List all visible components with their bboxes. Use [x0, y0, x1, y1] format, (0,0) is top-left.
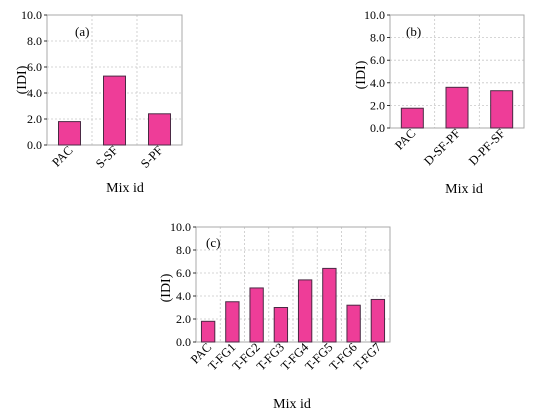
y-tick-label: 2.0 [27, 112, 42, 126]
y-tick-label: 8.0 [176, 243, 191, 257]
bar-pac [200, 320, 216, 343]
y-tick-label: 8.0 [27, 34, 42, 48]
y-tick-label: 0.0 [176, 335, 191, 349]
y-tick-label: 10.0 [364, 8, 385, 22]
panel-label: (a) [75, 24, 89, 39]
y-tick-label: 2.0 [176, 312, 191, 326]
y-tick-label: 6.0 [370, 53, 385, 67]
chart-panel-1: 0.0 2.0 4.0 6.0 8.0 10.0 PAC S-SF S-PF (IDI) Mix i… [15, 8, 183, 196]
chart-panel-3: 0.02.04.06.08.010.0PACT-FG1T-FG2T-FG3T-F… [159, 220, 391, 412]
y-tick-label: 10.0 [21, 8, 42, 22]
y-axis-label: (IDI) [354, 60, 369, 89]
bar-pac [58, 121, 81, 146]
y-axis-label: (IDI) [15, 65, 30, 94]
bar-d-sf-pf [445, 86, 469, 129]
x-axis-label: Mix id [445, 182, 483, 197]
bar-d-pf-sf [490, 90, 514, 129]
y-tick-label: 4.0 [176, 289, 191, 303]
plot-border [195, 226, 391, 343]
x-tick-label: PAC [392, 126, 418, 152]
panel-label: (c) [206, 235, 220, 250]
x-tick-label: S-PF [138, 143, 166, 171]
x-tick-label: PAC [49, 143, 75, 169]
panel-label: (b) [406, 24, 421, 39]
bar-s-sf [103, 75, 126, 146]
y-tick-label: 4.0 [27, 86, 42, 100]
bar-t-fg7 [370, 298, 386, 343]
x-axis-label: Mix id [273, 397, 311, 412]
y-tick-label: 4.0 [370, 76, 385, 90]
x-tick-label: S-SF [93, 143, 121, 171]
bar-t-fg5 [322, 267, 337, 343]
chart-panel-2: 0.0 2.0 4.0 6.0 8.0 10.0 PAC D-SF-PF D-PF-SF (IDI… [354, 8, 525, 197]
bar-s-pf [148, 113, 171, 146]
y-tick-label: 8.0 [370, 31, 385, 45]
bar-t-fg6 [346, 304, 361, 343]
bar-t-fg3 [273, 307, 289, 343]
y-tick-label: 2.0 [370, 98, 385, 112]
bar-pac [400, 107, 424, 129]
y-tick-label: 10.0 [170, 220, 191, 234]
x-tick-label: D-SF-PF [421, 126, 463, 168]
bar-t-fg1 [225, 301, 240, 343]
x-axis-label: Mix id [106, 181, 144, 196]
y-tick-label: 6.0 [27, 60, 42, 74]
y-tick-label: 6.0 [176, 266, 191, 280]
y-tick-label: 0.0 [27, 138, 42, 152]
bar-t-fg2 [249, 287, 264, 343]
x-tick-label: D-PF-SF [466, 126, 508, 168]
y-axis-label: (IDI) [159, 273, 174, 302]
bar-t-fg4 [297, 279, 313, 343]
x-tick-label: T-FG7 [351, 340, 384, 373]
y-tick-label: 0.0 [370, 121, 385, 135]
